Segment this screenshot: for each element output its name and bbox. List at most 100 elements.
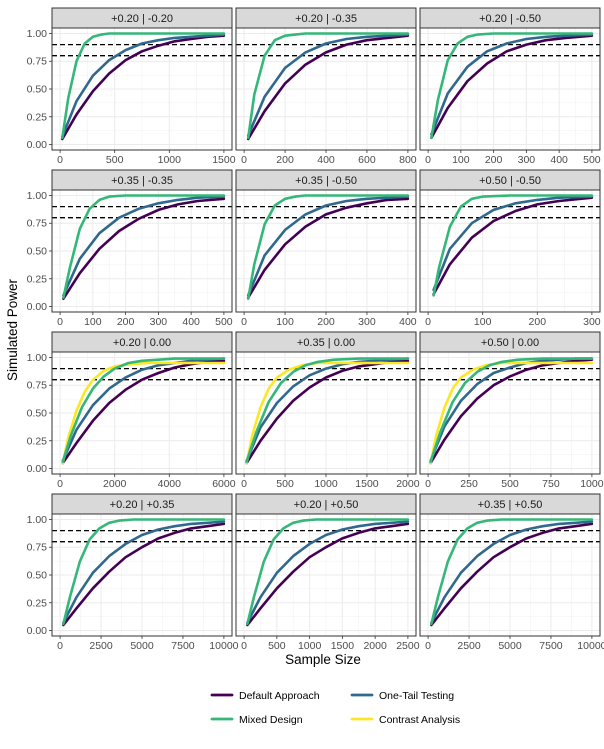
x-tick-label: 200 <box>317 316 335 328</box>
legend-item: One-Tail Testing <box>350 690 454 702</box>
y-axis-title: Simulated Power <box>5 278 20 381</box>
y-tick-label: 1.00 <box>27 190 48 202</box>
x-tick-label: 10000 <box>209 640 238 652</box>
power-curve <box>61 357 226 462</box>
facet-strip-label: +0.50 | -0.50 <box>479 175 541 187</box>
facet-panel: 0 500 1000 1500 2000 +0.35 | 0.00 <box>235 331 420 490</box>
x-tick-label: 200 <box>529 316 547 328</box>
x-tick-label: 0 <box>425 154 431 166</box>
legend-label: Default Approach <box>239 690 320 702</box>
power-curve <box>62 522 226 627</box>
facet-panel: 0 2000 4000 6000 0.00 0.25 0.50 0.75 1.00 +0.20 |… <box>27 331 236 490</box>
x-tick-label: 2500 <box>457 640 481 652</box>
x-tick-label: 1500 <box>331 640 355 652</box>
x-tick-label: 1500 <box>212 154 236 166</box>
x-tick-label: 100 <box>452 154 470 166</box>
facet-strip-label: +0.35 | -0.50 <box>295 175 357 187</box>
x-tick-label: 7500 <box>171 640 195 652</box>
x-tick-label: 750 <box>542 478 560 490</box>
power-curve <box>62 195 226 297</box>
x-tick-label: 0 <box>57 640 63 652</box>
power-curve <box>430 34 594 140</box>
x-tick-label: 500 <box>583 154 601 166</box>
y-tick-label: 1.00 <box>27 514 48 526</box>
x-tick-label: 2500 <box>89 640 113 652</box>
x-tick-label: 300 <box>518 154 536 166</box>
facet-panel: 0 100 200 300 +0.50 | -0.50 <box>419 169 601 328</box>
power-curve <box>429 357 594 464</box>
legend-label: Mixed Design <box>239 714 303 726</box>
power-curve <box>61 33 226 138</box>
power-curve <box>246 194 410 300</box>
y-tick-label: 0.50 <box>27 570 48 582</box>
legend-item: Default Approach <box>210 690 320 702</box>
power-curve <box>62 520 226 624</box>
x-tick-label: 250 <box>460 478 478 490</box>
facet-strip-label: +0.20 | -0.20 <box>111 13 173 25</box>
y-tick-label: 0.50 <box>27 408 48 420</box>
y-tick-label: 0.00 <box>27 463 48 475</box>
y-tick-label: 0.50 <box>27 246 48 258</box>
legend-item: Contrast Analysis <box>350 714 460 726</box>
x-tick-label: 500 <box>106 154 124 166</box>
x-tick-label: 6000 <box>212 478 236 490</box>
x-tick-label: 100 <box>84 316 102 328</box>
facet-panel: 0 100 200 300 400 +0.35 | -0.50 <box>235 169 417 328</box>
facet-panel: 0 100 200 300 400 500 +0.20 | -0.50 <box>419 7 601 166</box>
facet-strip <box>235 331 417 353</box>
x-tick-label: 0 <box>425 478 431 490</box>
facet-strip <box>419 493 601 515</box>
y-tick-label: 1.00 <box>27 352 48 364</box>
y-tick-label: 0.00 <box>27 139 48 151</box>
power-curve <box>246 197 410 299</box>
x-tick-label: 300 <box>358 316 376 328</box>
power-curve <box>246 520 410 624</box>
power-curve <box>246 33 410 137</box>
x-tick-label: 4000 <box>158 478 182 490</box>
facet-strip-label: +0.20 | +0.35 <box>110 499 175 511</box>
power-curve <box>430 33 594 136</box>
x-tick-label: 2000 <box>396 478 420 490</box>
facet-strip-label: +0.20 | -0.50 <box>479 13 541 25</box>
x-tick-label: 1000 <box>314 478 338 490</box>
x-tick-label: 400 <box>182 316 200 328</box>
power-curve <box>430 32 594 140</box>
x-tick-label: 400 <box>550 154 568 166</box>
power-curve <box>430 518 594 626</box>
x-tick-label: 200 <box>117 316 135 328</box>
x-tick-label: 0 <box>241 316 247 328</box>
facet-panel: 0 2500 5000 7500 10000 +0.35 | +0.50 <box>419 493 604 652</box>
power-curve <box>246 522 410 627</box>
y-tick-label: 0.25 <box>27 273 48 285</box>
x-tick-label: 1000 <box>580 478 604 490</box>
power-curve <box>246 34 410 141</box>
facet-panel: 0 100 200 300 400 500 0.00 0.25 0.50 0.75 1.00 +0.3… <box>27 169 233 328</box>
x-tick-label: 500 <box>268 640 286 652</box>
power-curve <box>432 194 594 297</box>
facet-strip-label: +0.35 | 0.00 <box>297 337 355 349</box>
x-tick-label: 500 <box>215 316 233 328</box>
facet-panel: 0 500 1000 1500 0.00 0.25 0.50 0.75 1.00 +0.20 | … <box>27 7 236 166</box>
facet-strip <box>51 331 233 353</box>
facet-strip <box>51 493 233 515</box>
y-tick-label: 0.25 <box>27 597 48 609</box>
x-tick-label: 300 <box>150 316 168 328</box>
facet-strip <box>419 7 601 29</box>
facet-strip <box>51 169 233 191</box>
x-tick-label: 2000 <box>363 640 387 652</box>
power-curve <box>245 357 410 462</box>
facet-strip <box>235 493 417 515</box>
power-curve <box>62 197 226 300</box>
legend-label: One-Tail Testing <box>379 690 454 702</box>
facet-panel: 0 2500 5000 7500 10000 0.00 0.25 0.50 0.75 1.00 +0… <box>27 493 239 652</box>
facet-panel: 0 500 1000 1500 2000 2500 +0.20 | +0.50 <box>235 493 420 652</box>
facet-strip-label: +0.35 | +0.50 <box>478 499 543 511</box>
facet-strip-label: +0.50 | 0.00 <box>481 337 539 349</box>
power-curve <box>432 195 594 292</box>
facet-strip-label: +0.35 | -0.35 <box>111 175 173 187</box>
facet-strip <box>235 169 417 191</box>
legend-item: Mixed Design <box>210 714 303 726</box>
x-tick-label: 0 <box>241 154 247 166</box>
